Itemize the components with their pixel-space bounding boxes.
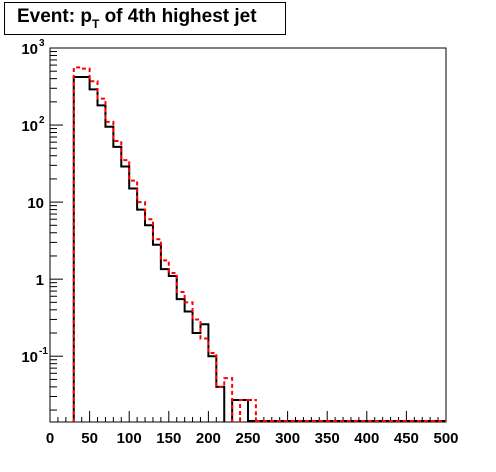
chart-title-box: Event: pT of 4th highest jet: [4, 2, 286, 35]
y-tick-label: 10: [21, 118, 38, 135]
y-tick-label: 1: [36, 272, 44, 289]
y-tick-label: 10: [21, 349, 38, 366]
y-tick-exponent: -1: [39, 346, 48, 357]
x-tick-label: 300: [275, 430, 300, 447]
histogram-series-dashed: [72, 66, 446, 422]
x-tick-label: 400: [354, 430, 379, 447]
y-tick-exponent: 3: [39, 38, 45, 49]
x-tick-label: 200: [196, 430, 221, 447]
y-tick-label: 10: [27, 195, 44, 212]
x-tick-label: 350: [315, 430, 340, 447]
x-tick-label: 250: [235, 430, 260, 447]
x-tick-label: 500: [433, 430, 458, 447]
chart-title-prefix: Event: p: [17, 6, 92, 27]
histogram-series-solid: [72, 76, 446, 422]
histogram-bin-group: [72, 66, 234, 422]
x-tick-label: 100: [117, 430, 142, 447]
chart-title-subscript: T: [91, 17, 100, 31]
x-tick-label: 450: [394, 430, 419, 447]
x-tick-label: 0: [46, 430, 54, 447]
plot-frame: [49, 47, 447, 423]
histogram-bin-group: [72, 76, 226, 422]
x-tick-label: 50: [81, 430, 98, 447]
y-tick-label: 10: [21, 41, 38, 58]
y-tick-exponent: 2: [39, 115, 45, 126]
chart-title-suffix: of 4th highest jet: [99, 6, 257, 27]
histogram-bin-group: [239, 399, 257, 422]
x-tick-label: 150: [156, 430, 181, 447]
chart-title: Event: pT of 4th highest jet: [17, 6, 257, 31]
